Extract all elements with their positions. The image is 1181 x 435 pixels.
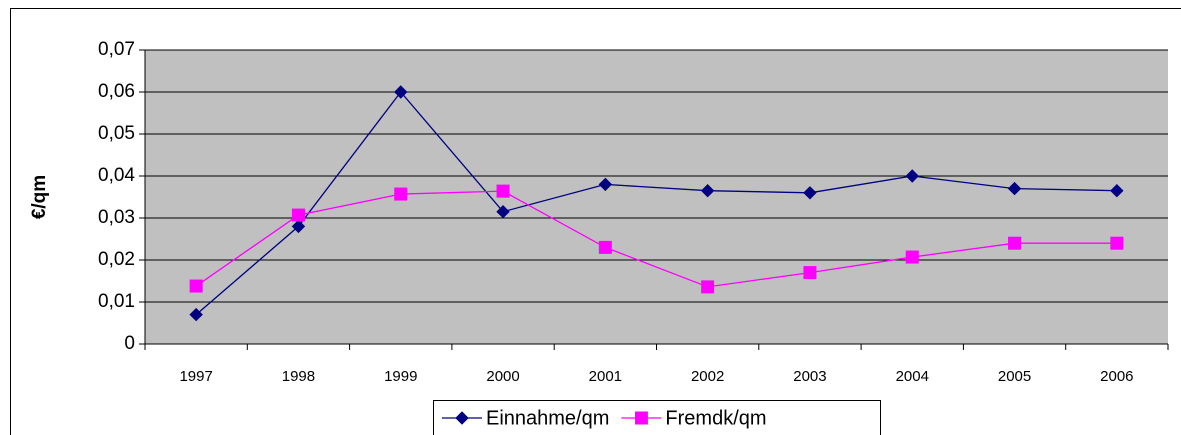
y-tick-label: 0,06 [98, 81, 135, 102]
marker [1008, 236, 1022, 250]
x-tick-label: 1997 [179, 368, 212, 385]
x-tick-label: 1998 [282, 368, 315, 385]
marker [291, 219, 306, 234]
y-tick-label: 0,04 [98, 165, 135, 186]
x-tick-label: 2000 [486, 368, 519, 385]
x-tick-label: 1999 [384, 368, 417, 385]
marker [1110, 236, 1124, 250]
marker [634, 411, 648, 425]
marker [905, 169, 919, 183]
plot-area [145, 50, 1168, 344]
y-tick-label: 0,03 [98, 207, 135, 228]
x-tick-label: 2001 [589, 368, 622, 385]
marker [803, 266, 817, 280]
x-tick-label: 2006 [1100, 368, 1133, 385]
legend-label: Fremdk/qm [665, 407, 766, 429]
marker [291, 208, 305, 222]
marker [189, 307, 203, 322]
marker [905, 250, 919, 264]
y-tick-label: 0,05 [98, 123, 135, 144]
y-tick-label: 0,02 [98, 249, 135, 270]
marker [700, 183, 715, 198]
marker [455, 411, 469, 425]
marker [496, 184, 510, 198]
y-tick-label: 0 [124, 333, 135, 354]
series-line [195, 90, 1117, 316]
marker [189, 279, 203, 293]
marker [496, 204, 510, 219]
x-tick-label: 2002 [691, 368, 724, 385]
marker [803, 186, 817, 200]
marker [598, 240, 612, 254]
legend-label: Einnahme/qm [486, 407, 609, 429]
marker [701, 280, 715, 294]
legend: Einnahme/qm Fremdk/qm [433, 400, 881, 435]
y-tick-label: 0,01 [98, 291, 135, 312]
y-axis-label: €/qm [29, 175, 50, 219]
marker [394, 187, 408, 201]
marker [1110, 183, 1124, 198]
x-tick-label: 2003 [793, 368, 826, 385]
marker [1007, 181, 1022, 196]
x-tick-label: 2005 [998, 368, 1031, 385]
x-tick-label: 2004 [896, 368, 929, 385]
y-tick-label: 0,07 [98, 39, 135, 60]
marker [598, 177, 613, 192]
series-line [195, 190, 1117, 288]
marker [394, 85, 408, 99]
